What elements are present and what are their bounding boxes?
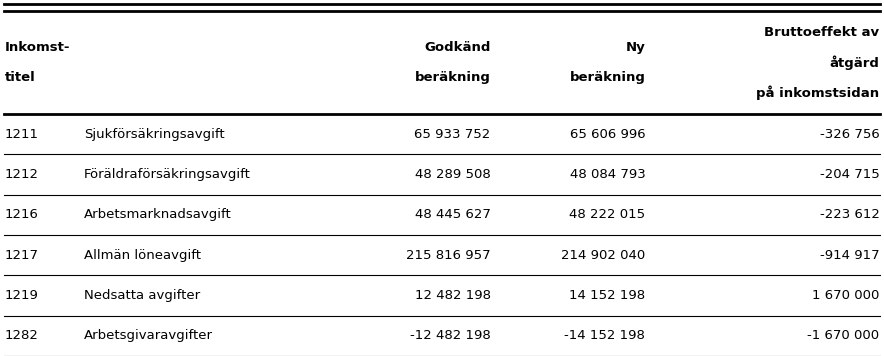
Text: 215 816 957: 215 816 957	[406, 248, 491, 262]
Text: Allmän löneavgift: Allmän löneavgift	[84, 248, 201, 262]
Text: 48 222 015: 48 222 015	[569, 208, 645, 221]
Text: 1 670 000: 1 670 000	[812, 289, 880, 302]
Text: Arbetsmarknadsavgift: Arbetsmarknadsavgift	[84, 208, 232, 221]
Text: 48 084 793: 48 084 793	[569, 168, 645, 181]
Text: 12 482 198: 12 482 198	[415, 289, 491, 302]
Text: -914 917: -914 917	[820, 248, 880, 262]
Text: Godkänd: Godkänd	[424, 41, 491, 54]
Text: -204 715: -204 715	[819, 168, 880, 181]
Text: 214 902 040: 214 902 040	[561, 248, 645, 262]
Text: Nedsatta avgifter: Nedsatta avgifter	[84, 289, 200, 302]
Text: -12 482 198: -12 482 198	[410, 329, 491, 342]
Text: 1211: 1211	[4, 127, 38, 141]
Text: 65 933 752: 65 933 752	[415, 127, 491, 141]
Text: Arbetsgivaravgifter: Arbetsgivaravgifter	[84, 329, 213, 342]
Text: Sjukförsäkringsavgift: Sjukförsäkringsavgift	[84, 127, 225, 141]
Text: 65 606 996: 65 606 996	[569, 127, 645, 141]
Text: -1 670 000: -1 670 000	[807, 329, 880, 342]
Text: 48 289 508: 48 289 508	[415, 168, 491, 181]
Text: -223 612: -223 612	[819, 208, 880, 221]
Text: 1217: 1217	[4, 248, 38, 262]
Text: Inkomst-: Inkomst-	[4, 41, 70, 54]
Text: -14 152 198: -14 152 198	[565, 329, 645, 342]
Text: beräkning: beräkning	[415, 71, 491, 84]
Text: beräkning: beräkning	[569, 71, 645, 84]
Text: på inkomstsidan: på inkomstsidan	[757, 85, 880, 100]
Text: Föräldraförsäkringsavgift: Föräldraförsäkringsavgift	[84, 168, 251, 181]
Text: 48 445 627: 48 445 627	[415, 208, 491, 221]
Text: 1216: 1216	[4, 208, 38, 221]
Text: åtgärd: åtgärd	[830, 55, 880, 69]
Text: 1212: 1212	[4, 168, 38, 181]
Text: 14 152 198: 14 152 198	[569, 289, 645, 302]
Text: -326 756: -326 756	[819, 127, 880, 141]
Text: Bruttoeffekt av: Bruttoeffekt av	[765, 26, 880, 38]
Text: titel: titel	[4, 71, 35, 84]
Text: 1282: 1282	[4, 329, 38, 342]
Text: 1219: 1219	[4, 289, 38, 302]
Text: Ny: Ny	[626, 41, 645, 54]
